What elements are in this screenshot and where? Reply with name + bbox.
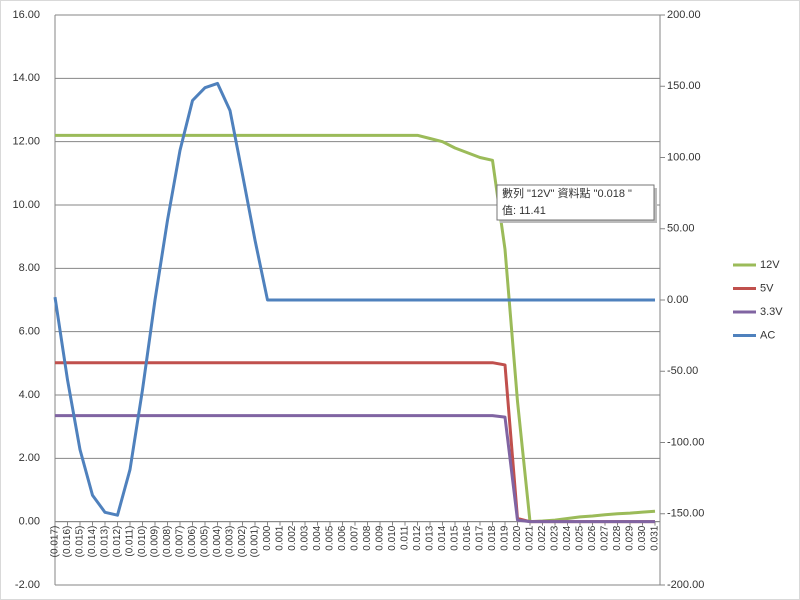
x-tick-label: 0.026 [587, 525, 598, 550]
tooltip-text: 數列 "12V" 資料點 "0.018 " [502, 186, 632, 200]
tooltip-text: 值: 11.41 [502, 204, 546, 217]
y-tick-label: 2.00 [19, 452, 40, 464]
x-tick-label: 0.016 [462, 525, 473, 550]
y-tick-label: 12.00 [12, 136, 40, 148]
y2-tick-label: 150.00 [667, 80, 701, 92]
x-tick-label: (0.011) [125, 526, 136, 557]
x-tick-label: 0.010 [387, 525, 398, 550]
legend-label: 5V [760, 282, 774, 294]
y2-tick-label: 50.00 [667, 223, 695, 235]
x-tick-label: (0.006) [187, 526, 198, 558]
x-tick-label: 0.014 [437, 525, 448, 550]
x-tick-label: 0.000 [262, 525, 273, 550]
x-tick-label: 0.015 [450, 525, 461, 550]
x-tick-label: 0.002 [287, 525, 298, 550]
legend-label: 12V [760, 259, 780, 271]
tooltip [496, 184, 655, 221]
x-tick-label: 0.004 [312, 525, 323, 550]
x-tick-label: 0.020 [512, 525, 523, 550]
x-tick-label: 0.024 [562, 525, 573, 550]
x-tick-label: (0.015) [75, 526, 86, 558]
x-tick-label: (0.002) [237, 526, 248, 558]
x-tick-label: 0.021 [525, 525, 536, 550]
x-tick-label: (0.017) [50, 526, 61, 558]
series-line [53, 81, 655, 517]
y-tick-label: 14.00 [12, 72, 40, 84]
x-tick-label: (0.013) [100, 526, 111, 558]
x-tick-label: 0.012 [412, 525, 423, 550]
x-tick-label: 0.006 [337, 525, 348, 550]
y2-tick-label: -150.00 [667, 508, 704, 520]
x-tick-label: 0.030 [637, 525, 648, 550]
y2-tick-label: -200.00 [667, 579, 704, 591]
y-tick-label: -2.00 [15, 579, 40, 591]
y-tick-label: 0.00 [19, 516, 40, 528]
y2-tick-label: 100.00 [667, 151, 701, 163]
x-tick-label: (0.014) [87, 526, 98, 558]
y-tick-label: 16.00 [12, 9, 40, 21]
x-tick-label: 0.011 [400, 525, 411, 550]
legend-label: AC [760, 329, 775, 341]
x-tick-label: 0.025 [575, 525, 586, 550]
y2-tick-label: -50.00 [667, 365, 698, 377]
legend-label: 3.3V [760, 306, 783, 318]
y2-tick-label: 200.00 [667, 9, 701, 21]
x-tick-label: (0.012) [112, 526, 123, 558]
x-tick-label: 0.013 [425, 525, 436, 550]
x-tick-label: (0.001) [250, 526, 261, 558]
x-tick-label: (0.008) [162, 526, 173, 558]
y-tick-label: 6.00 [19, 326, 40, 338]
y2-tick-label: 0.00 [667, 294, 688, 306]
x-tick-label: (0.009) [150, 526, 161, 558]
x-tick-label: 0.001 [275, 525, 286, 550]
y2-tick-label: -100.00 [667, 436, 704, 448]
x-tick-label: 0.008 [362, 525, 373, 550]
x-tick-label: 0.022 [537, 525, 548, 550]
x-tick-label: 0.009 [375, 525, 386, 550]
x-tick-label: 0.003 [300, 525, 311, 550]
x-tick-label: (0.005) [200, 526, 211, 558]
y-tick-label: 8.00 [19, 262, 40, 274]
y-tick-label: 4.00 [19, 389, 40, 401]
series-line [55, 414, 655, 524]
x-tick-label: 0.023 [550, 525, 561, 550]
x-tick-label: (0.010) [137, 526, 148, 558]
x-tick-label: (0.016) [62, 526, 73, 558]
x-tick-label: 0.027 [600, 525, 611, 550]
x-tick-label: (0.003) [225, 526, 236, 558]
x-tick-label: (0.007) [175, 526, 186, 558]
series-line [55, 133, 656, 524]
x-tick-label: 0.007 [350, 525, 361, 550]
x-tick-label: 0.005 [325, 525, 336, 550]
x-tick-label: 0.018 [487, 525, 498, 550]
x-tick-label: 0.028 [612, 525, 623, 550]
y-tick-label: 10.00 [12, 199, 40, 211]
x-tick-label: 0.031 [650, 525, 661, 550]
x-tick-label: 0.029 [625, 525, 636, 550]
x-tick-label: 0.017 [475, 525, 486, 550]
x-tick-label: (0.004) [212, 526, 223, 558]
x-tick-label: 0.019 [500, 525, 511, 550]
